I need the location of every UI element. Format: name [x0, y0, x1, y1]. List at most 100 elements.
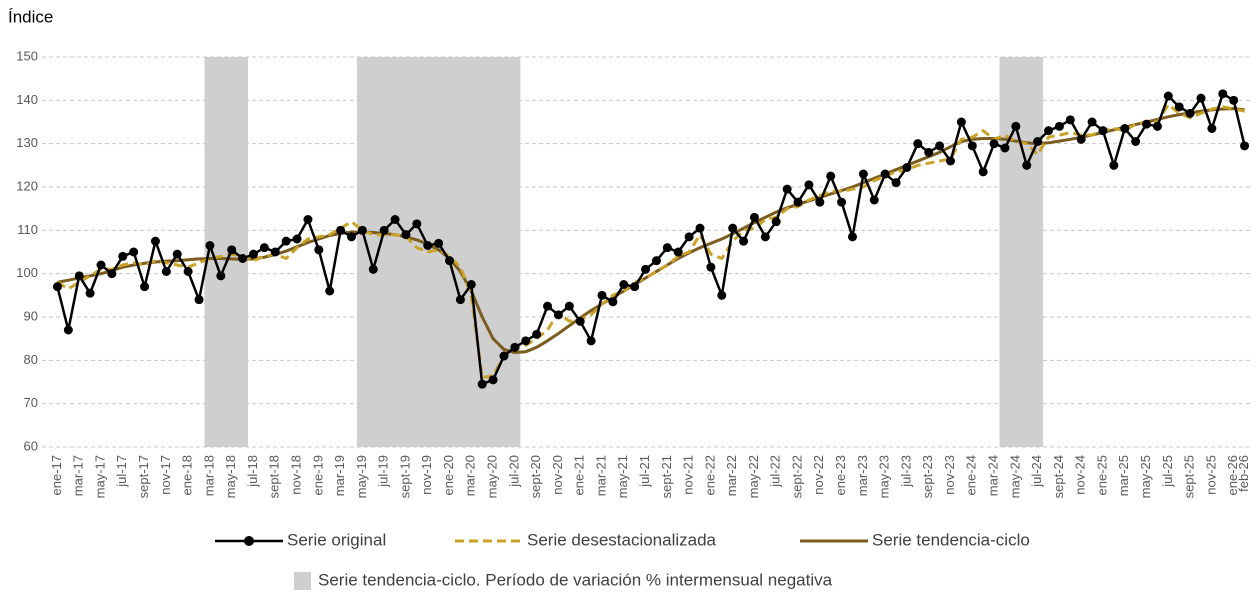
marker	[357, 225, 367, 235]
x-tick-label: mar-20	[463, 455, 478, 496]
x-tick-label: sept-23	[920, 455, 935, 498]
legend-label: Serie desestacionalizada	[527, 530, 717, 549]
marker	[1044, 126, 1054, 136]
marker	[630, 282, 640, 292]
y-tick-label: 70	[24, 395, 38, 410]
marker	[1218, 89, 1228, 99]
marker	[336, 225, 346, 235]
x-tick-label: may-20	[485, 455, 500, 498]
marker	[967, 141, 977, 151]
highlight-range	[999, 57, 1044, 447]
marker	[1131, 137, 1141, 146]
marker	[847, 232, 857, 242]
marker	[1142, 119, 1152, 129]
x-tick-label: mar-19	[332, 455, 347, 496]
marker	[543, 301, 553, 311]
marker	[96, 260, 106, 270]
marker	[1196, 93, 1206, 103]
x-tick-label: ene-17	[49, 455, 64, 495]
marker	[869, 195, 879, 205]
marker	[521, 336, 531, 346]
marker	[684, 232, 694, 242]
marker	[1087, 117, 1097, 127]
marker	[140, 282, 150, 292]
marker	[1054, 121, 1064, 131]
marker	[477, 379, 487, 389]
marker	[956, 117, 966, 127]
marker	[510, 342, 520, 352]
x-tick-label: ene-19	[310, 455, 325, 495]
x-tick-label: mar-24	[986, 455, 1001, 496]
x-tick-label: may-19	[354, 455, 369, 498]
x-tick-label: ene-23	[833, 455, 848, 495]
x-tick-label: ene-21	[572, 455, 587, 495]
marker	[227, 245, 237, 255]
y-tick-label: 110	[17, 222, 38, 237]
marker	[739, 236, 749, 246]
marker	[706, 262, 716, 272]
marker	[325, 286, 335, 296]
marker	[118, 251, 128, 261]
x-tick-label: nov-19	[419, 455, 434, 495]
marker	[401, 230, 411, 240]
x-tick-label: may-22	[746, 455, 761, 498]
x-tick-label: jul-23	[898, 455, 913, 488]
marker	[935, 141, 945, 151]
x-tick-label: sept-20	[528, 455, 543, 498]
marker	[445, 256, 455, 266]
x-tick-label: jul-21	[637, 455, 652, 488]
marker	[989, 139, 999, 149]
x-tick-label: may-24	[1007, 455, 1022, 498]
marker	[314, 245, 324, 255]
marker	[553, 310, 563, 320]
marker	[172, 249, 182, 259]
marker	[303, 215, 313, 224]
marker	[837, 197, 847, 207]
x-tick-label: mar-25	[1116, 455, 1131, 496]
marker	[455, 295, 465, 305]
x-tick-label: jul-25	[1160, 455, 1175, 488]
marker	[902, 163, 912, 172]
y-tick-label: 130	[16, 135, 38, 150]
legend-swatch	[294, 572, 311, 590]
marker	[281, 236, 291, 246]
marker	[423, 241, 433, 250]
marker	[826, 171, 836, 181]
x-tick-label: jul-18	[245, 455, 260, 488]
marker	[259, 243, 269, 253]
legend-label: Serie tendencia-ciclo	[872, 530, 1030, 549]
marker	[760, 232, 770, 242]
marker	[1033, 137, 1043, 146]
marker	[1120, 124, 1130, 133]
marker	[150, 236, 160, 246]
marker	[161, 267, 171, 276]
marker	[1185, 108, 1195, 118]
marker	[880, 169, 890, 179]
marker	[782, 184, 792, 194]
marker	[270, 247, 280, 257]
marker	[717, 290, 727, 300]
marker	[804, 180, 814, 190]
marker	[771, 217, 781, 227]
x-tick-label: may-18	[223, 455, 238, 498]
marker	[651, 256, 661, 266]
x-tick-label: sept-25	[1182, 455, 1197, 498]
marker	[575, 316, 585, 326]
x-tick-label: nov-18	[288, 455, 303, 495]
marker	[619, 280, 629, 289]
x-tick-label: nov-24	[1073, 455, 1088, 495]
marker	[238, 254, 248, 263]
y-tick-label: 60	[24, 438, 38, 453]
legend-label: Serie original	[287, 530, 386, 549]
marker	[1152, 121, 1162, 131]
marker	[793, 197, 803, 207]
x-tick-label: nov-25	[1203, 455, 1218, 495]
marker	[608, 297, 618, 307]
marker	[1109, 160, 1119, 170]
marker	[129, 247, 139, 257]
x-tick-label: mar-18	[201, 455, 216, 496]
x-tick-label: sept-21	[659, 455, 674, 498]
x-tick-label: mar-21	[593, 455, 608, 496]
marker	[641, 264, 651, 274]
x-tick-label: jul-24	[1029, 455, 1044, 488]
